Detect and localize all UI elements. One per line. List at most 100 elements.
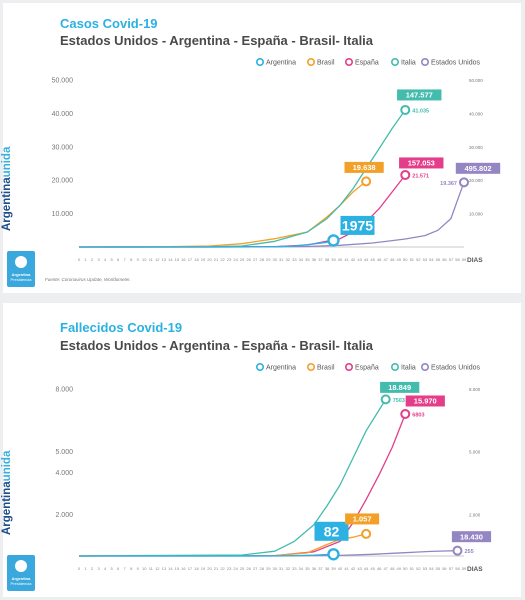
x-tick-label: 19: [201, 566, 206, 571]
legend-label-argentina: Argentina: [266, 365, 296, 372]
x-tick-label: 12: [155, 566, 160, 571]
x-tick-label: 15: [175, 257, 180, 262]
x-tick-label: 28: [259, 566, 264, 571]
endpoint-value-españa: 6803: [412, 412, 424, 418]
badge-label-brasil: 1.057: [353, 515, 372, 524]
x-tick-label: 42: [351, 257, 356, 262]
x-tick-label: 52: [416, 566, 421, 571]
endpoint-value-estados-unidos: 255: [464, 549, 473, 555]
x-tick-label: 28: [259, 257, 264, 262]
right-tick-label: 5.000: [469, 450, 481, 455]
right-tick-label: 50.000: [469, 78, 483, 83]
x-axis-label: DIAS: [467, 257, 483, 264]
x-tick-label: 21: [214, 257, 219, 262]
endpoint-marker-argentina: [327, 548, 340, 561]
x-axis-ticks: 0 1 2 3 4 5 6 7 8 9 10 11 12 13 14 15 16 17 18 19 20 21 22 23 24…: [78, 257, 467, 262]
argentina-presidencia-logo: Argentina Presidencia: [7, 555, 35, 591]
badge-label-españa: 15.970: [414, 397, 437, 406]
x-tick-label: 35: [305, 566, 310, 571]
badge-españa: [405, 395, 445, 407]
x-tick-label: 25: [240, 257, 245, 262]
x-tick-label: 44: [364, 257, 369, 262]
left-tick-label: 8.000: [55, 387, 73, 394]
x-tick-label: 3: [97, 566, 100, 571]
legend-label-estados-unidos: Estados Unidos: [431, 60, 481, 67]
x-tick-label: 42: [351, 566, 356, 571]
x-tick-label: 23: [227, 566, 232, 571]
x-tick-label: 39: [331, 566, 336, 571]
endpoint-marker-italia: [400, 104, 411, 115]
x-tick-label: 27: [253, 257, 258, 262]
x-tick-label: 33: [292, 566, 297, 571]
x-tick-label: 41: [344, 257, 349, 262]
x-tick-label: 4: [104, 257, 107, 262]
x-tick-label: 31: [279, 257, 284, 262]
x-tick-label: 8: [130, 257, 133, 262]
x-axis-label: DIAS: [467, 566, 483, 573]
x-tick-label: 22: [220, 566, 225, 571]
right-tick-label: 2.000: [469, 512, 481, 517]
legend-marker-argentina: [256, 57, 265, 66]
x-tick-label: 12: [155, 257, 160, 262]
x-tick-label: 36: [312, 566, 317, 571]
badge-españa: [399, 157, 444, 169]
right-tick-label: 30.000: [469, 145, 483, 150]
endpoint-value-españa: 21.571: [412, 173, 429, 179]
x-tick-label: 18: [194, 566, 199, 571]
series-line-españa: [79, 174, 406, 248]
endpoint-marker-estados-unidos: [452, 545, 463, 556]
x-tick-label: 40: [338, 566, 343, 571]
x-tick-label: 32: [286, 257, 291, 262]
x-tick-label: 8: [130, 566, 133, 571]
x-tick-label: 57: [449, 566, 454, 571]
x-tick-label: 39: [331, 257, 336, 262]
x-tick-label: 37: [318, 566, 323, 571]
legend-label-italia: Italia: [401, 60, 416, 67]
x-tick-label: 10: [142, 566, 147, 571]
x-tick-label: 26: [246, 257, 251, 262]
legend-marker-italia: [390, 362, 399, 371]
x-tick-label: 31: [279, 566, 284, 571]
badge-label-estados-unidos: 18.430: [460, 532, 483, 541]
x-tick-label: 34: [299, 257, 304, 262]
x-tick-label: 59: [462, 257, 467, 262]
x-tick-label: 55: [436, 257, 441, 262]
badge-label-brasil: 19.638: [353, 163, 376, 172]
chart-subtitle: Estados Unidos - Argentina - España - Br…: [60, 338, 374, 353]
x-tick-label: 47: [383, 257, 388, 262]
x-tick-label: 45: [370, 566, 375, 571]
x-tick-label: 11: [149, 566, 154, 571]
left-axis-ticks: 2.000 4.000 5.000 8.000: [55, 387, 73, 519]
legend-label-argentina: Argentina: [266, 60, 296, 67]
x-tick-label: 56: [442, 257, 447, 262]
x-tick-label: 58: [455, 566, 460, 571]
x-tick-label: 20: [207, 566, 212, 571]
left-tick-label: 40.000: [52, 111, 74, 118]
x-tick-label: 16: [181, 566, 186, 571]
x-tick-label: 24: [233, 566, 238, 571]
x-tick-label: 48: [390, 257, 395, 262]
x-tick-label: 35: [305, 257, 310, 262]
endpoint-marker-argentina: [327, 234, 340, 247]
x-tick-label: 11: [149, 257, 154, 262]
right-tick-label: 20.000: [469, 178, 483, 183]
x-tick-label: 54: [429, 257, 434, 262]
x-tick-label: 19: [201, 257, 206, 262]
x-tick-label: 7: [124, 566, 127, 571]
left-tick-label: 10.000: [52, 211, 74, 218]
fallecidos-panel: Argentinaunida Argentina Presidencia Fal…: [1, 303, 521, 597]
badge-argentina: [314, 521, 349, 541]
legend: Argentina Brasil España Italia Estados Unido…: [256, 362, 481, 372]
x-tick-label: 17: [188, 257, 193, 262]
chart-subtitle: Estados Unidos - Argentina - España - Br…: [60, 33, 374, 48]
x-tick-label: 49: [397, 566, 402, 571]
left-tick-label: 5.000: [55, 449, 73, 456]
x-tick-label: 32: [286, 566, 291, 571]
badge-argentina: [340, 215, 375, 235]
series-line-argentina: [79, 239, 334, 248]
x-tick-label: 37: [318, 257, 323, 262]
x-tick-label: 57: [449, 257, 454, 262]
x-tick-label: 29: [266, 257, 271, 262]
endpoint-value-italia: 41.035: [412, 108, 429, 114]
x-tick-label: 1: [84, 257, 87, 262]
